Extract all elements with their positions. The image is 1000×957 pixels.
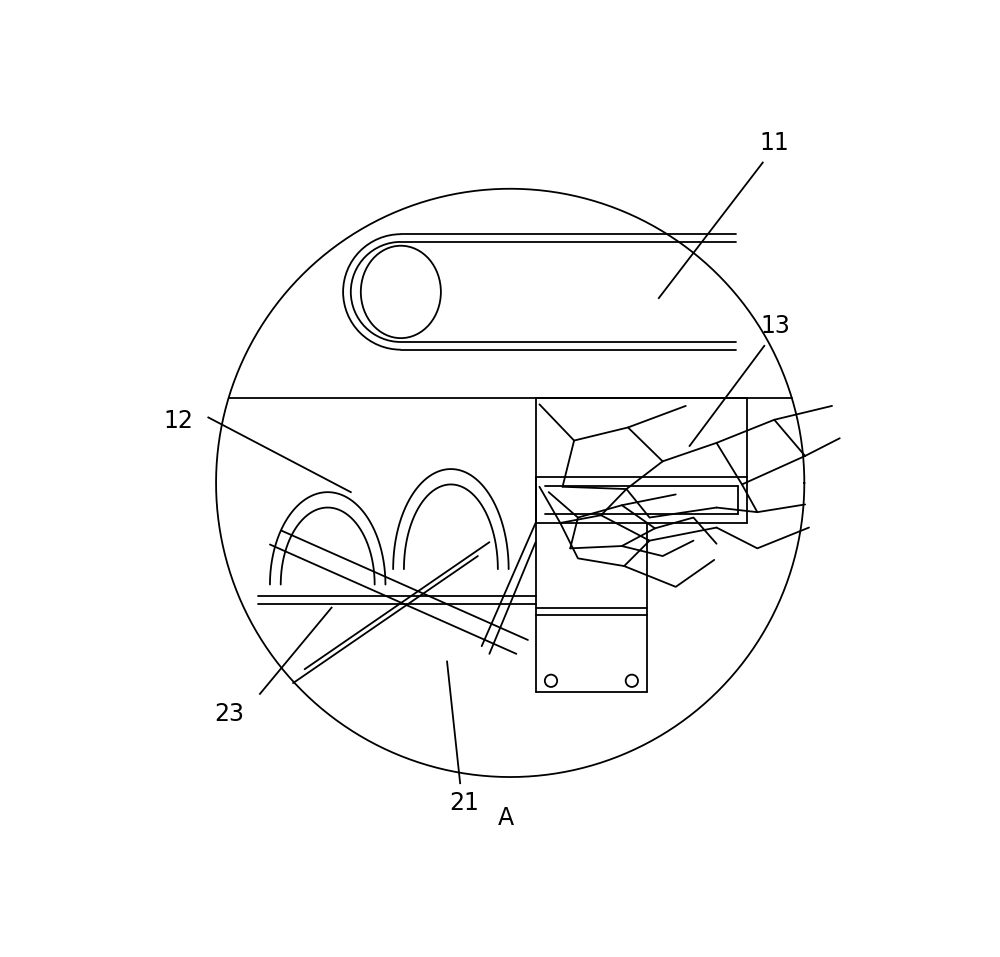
Text: 12: 12 xyxy=(163,410,193,434)
Text: 21: 21 xyxy=(449,790,479,815)
Text: 11: 11 xyxy=(759,131,789,155)
Text: 13: 13 xyxy=(761,314,791,338)
Text: A: A xyxy=(498,807,514,831)
Text: 23: 23 xyxy=(215,701,245,725)
